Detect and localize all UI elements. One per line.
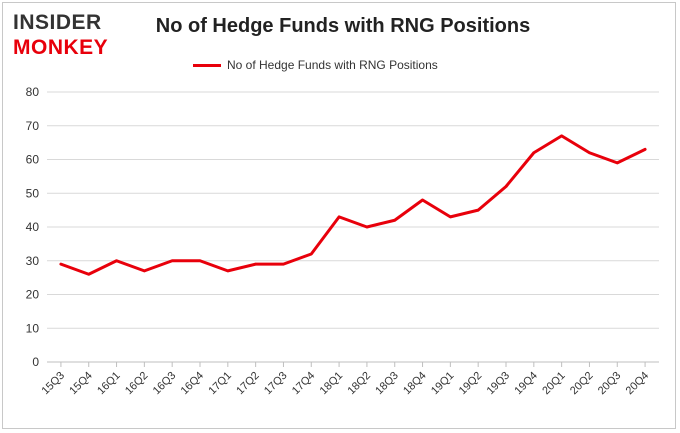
x-tick-label: 17Q4: [290, 370, 318, 398]
data-point: [115, 259, 118, 262]
x-tick-label: 16Q2: [123, 370, 151, 398]
x-tick-label: 15Q4: [67, 370, 95, 398]
legend-label: No of Hedge Funds with RNG Positions: [227, 58, 438, 72]
data-point: [226, 269, 230, 273]
data-point: [616, 161, 619, 165]
data-point: [421, 198, 424, 202]
data-point: [170, 259, 174, 262]
data-point: [643, 148, 647, 151]
data-point: [476, 208, 480, 212]
x-tick-label: 16Q3: [151, 370, 179, 398]
data-point: [588, 151, 591, 154]
x-tick-label: 16Q4: [179, 370, 207, 398]
x-tick-label: 17Q3: [262, 370, 290, 398]
x-tick-label: 17Q1: [206, 370, 234, 398]
data-point: [393, 219, 396, 222]
line-chart: 0 10 20 30 40 50 60 70 80 15Q3 15Q4 16Q1 16Q2 16Q3 16Q…: [26, 85, 659, 398]
x-tick-label: 18Q3: [373, 370, 401, 398]
data-point: [337, 215, 341, 219]
logo-line2: MONKEY: [13, 36, 108, 59]
x-tick-label: 18Q2: [346, 370, 374, 398]
x-tick-label: 19Q1: [429, 370, 457, 398]
legend: No of Hedge Funds with RNG Positions: [193, 58, 438, 72]
legend-swatch: [193, 63, 221, 67]
data-point: [365, 225, 369, 229]
x-tick-label: 16Q1: [95, 370, 123, 398]
data-point: [143, 269, 146, 273]
x-tick-label: 18Q4: [401, 370, 429, 398]
x-tick-label: 17Q2: [234, 370, 262, 398]
x-tick-label: 20Q1: [540, 370, 568, 398]
x-tick-label: 20Q2: [568, 370, 596, 398]
x-tick-label: 18Q1: [318, 370, 346, 398]
series-line: [59, 134, 647, 276]
data-point: [87, 273, 90, 276]
data-point: [504, 185, 508, 188]
insider-monkey-logo: INSIDER MONKEY: [13, 9, 131, 59]
y-tick-label: 0: [32, 355, 39, 369]
chart-frame: INSIDER MONKEY No of Hedge Funds with RN…: [2, 2, 676, 429]
data-point: [532, 151, 536, 154]
chart-title: No of Hedge Funds with RNG Positions: [155, 15, 531, 37]
data-point: [282, 262, 285, 266]
x-tick-label: 20Q4: [624, 370, 652, 398]
logo-line1: INSIDER: [13, 11, 102, 34]
data-point: [198, 259, 202, 262]
x-tick-label: 19Q4: [512, 370, 540, 398]
data-point: [254, 262, 257, 266]
y-tick-label: 80: [26, 85, 40, 99]
y-tick-label: 40: [26, 220, 40, 234]
y-tick-label: 20: [26, 288, 40, 302]
data-point: [560, 134, 563, 138]
x-tick-label: 19Q3: [485, 370, 513, 398]
data-point: [310, 252, 313, 256]
x-tick-label: 15Q3: [40, 370, 68, 398]
y-tick-label: 70: [26, 119, 40, 133]
y-tick-label: 30: [26, 254, 40, 268]
data-point: [449, 215, 452, 219]
x-tick-label: 20Q3: [596, 370, 624, 398]
data-point: [59, 262, 63, 266]
y-tick-label: 60: [26, 153, 40, 167]
y-tick-label: 10: [26, 321, 40, 335]
y-tick-label: 50: [26, 186, 40, 200]
x-tick-label: 19Q2: [457, 370, 485, 398]
